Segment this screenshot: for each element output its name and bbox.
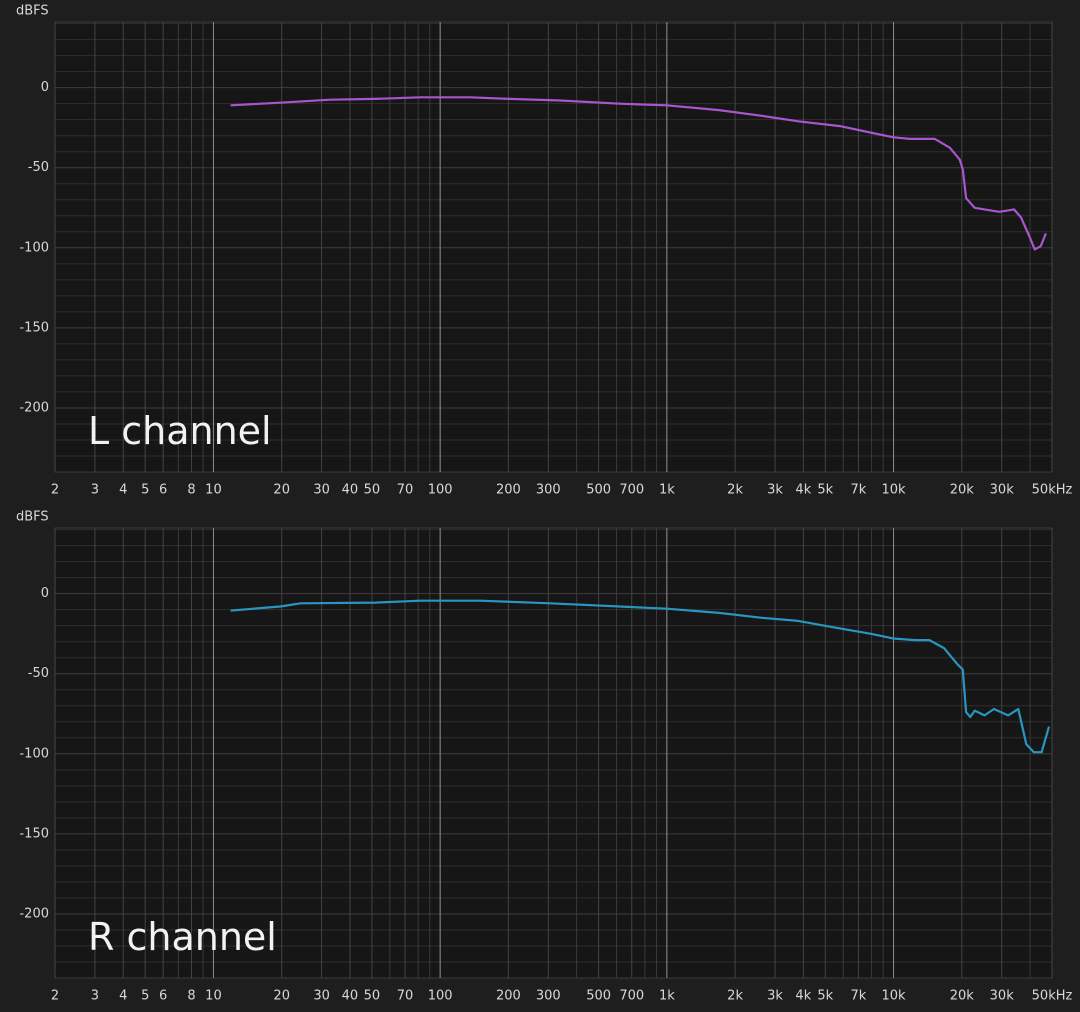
y-axis-label: dBFS: [16, 4, 49, 19]
x-tick-label: 7k: [851, 989, 867, 1004]
x-tick-label: 2: [51, 483, 59, 498]
x-tick-label: 2k: [727, 989, 743, 1004]
x-tick-label: 3k: [767, 483, 783, 498]
x-tick-label: 300: [536, 483, 561, 498]
x-tick-label: 40: [342, 483, 359, 498]
plot-area: [54, 527, 1053, 979]
plot-area: [54, 21, 1053, 473]
x-tick-label: 5k: [817, 989, 833, 1004]
x-tick-label: 7k: [851, 483, 867, 498]
x-tick-label: 4: [119, 989, 127, 1004]
x-tick-label: 8: [187, 989, 195, 1004]
y-tick-label: -150: [19, 826, 49, 841]
x-tick-label: 100: [428, 483, 453, 498]
x-tick-label: 100: [428, 989, 453, 1004]
annotation: R channel: [88, 915, 277, 959]
x-tick-label: 3: [91, 483, 99, 498]
y-tick-label: -50: [28, 160, 49, 175]
x-tick-label: 200: [496, 483, 521, 498]
y-tick-label: -100: [19, 240, 49, 255]
chart-panel: -200 -150 -100 -50 0 2 3 4 5 6 8 10 20 30 40 50 70 100 200…: [16, 4, 1073, 498]
series-line: [230, 599, 1051, 754]
x-tick-label: 70: [397, 989, 414, 1004]
x-tick-label: 5k: [817, 483, 833, 498]
x-tick-label: 70: [397, 483, 414, 498]
x-tick-label: 30: [313, 989, 330, 1004]
x-tick-label: 700: [619, 989, 644, 1004]
x-tick-label: 50kHz: [1032, 483, 1073, 498]
x-tick-label: 1k: [659, 483, 675, 498]
y-tick-label: -50: [28, 666, 49, 681]
y-tick-label: -200: [19, 400, 49, 415]
x-tick-label: 200: [496, 989, 521, 1004]
series-line: [230, 96, 1047, 251]
x-tick-label: 10k: [882, 989, 907, 1004]
x-tick-label: 6: [159, 483, 167, 498]
x-tick-label: 40: [342, 989, 359, 1004]
x-tick-label: 1k: [659, 989, 675, 1004]
x-tick-label: 10: [205, 989, 222, 1004]
annotation: L channel: [88, 409, 272, 453]
x-tick-label: 20: [273, 989, 290, 1004]
x-tick-label: 30k: [990, 483, 1015, 498]
x-tick-label: 50kHz: [1032, 989, 1073, 1004]
x-tick-label: 700: [619, 483, 644, 498]
x-tick-label: 2: [51, 989, 59, 1004]
y-tick-label: 0: [41, 80, 49, 95]
x-tick-label: 4k: [795, 483, 811, 498]
x-tick-label: 2k: [727, 483, 743, 498]
x-tick-label: 20: [273, 483, 290, 498]
x-tick-label: 300: [536, 989, 561, 1004]
x-tick-label: 50: [364, 989, 381, 1004]
x-tick-label: 4: [119, 483, 127, 498]
x-tick-label: 50: [364, 483, 381, 498]
x-tick-label: 10k: [882, 483, 907, 498]
y-tick-label: -100: [19, 746, 49, 761]
x-tick-label: 3: [91, 989, 99, 1004]
x-tick-label: 30k: [990, 989, 1015, 1004]
y-axis-label: dBFS: [16, 510, 49, 525]
y-tick-label: 0: [41, 586, 49, 601]
x-tick-label: 5: [141, 483, 149, 498]
x-tick-label: 3k: [767, 989, 783, 1004]
x-tick-label: 8: [187, 483, 195, 498]
x-tick-label: 10: [205, 483, 222, 498]
x-tick-label: 4k: [795, 989, 811, 1004]
x-tick-label: 6: [159, 989, 167, 1004]
chart-panel: -200 -150 -100 -50 0 2 3 4 5 6 8 10 20 30 40 50 70 100 200…: [16, 510, 1073, 1004]
x-tick-label: 500: [586, 989, 611, 1004]
x-tick-label: 30: [313, 483, 330, 498]
x-tick-label: 20k: [950, 989, 975, 1004]
x-tick-label: 5: [141, 989, 149, 1004]
y-tick-label: -200: [19, 906, 49, 921]
x-tick-label: 500: [586, 483, 611, 498]
x-tick-label: 20k: [950, 483, 975, 498]
y-tick-label: -150: [19, 320, 49, 335]
